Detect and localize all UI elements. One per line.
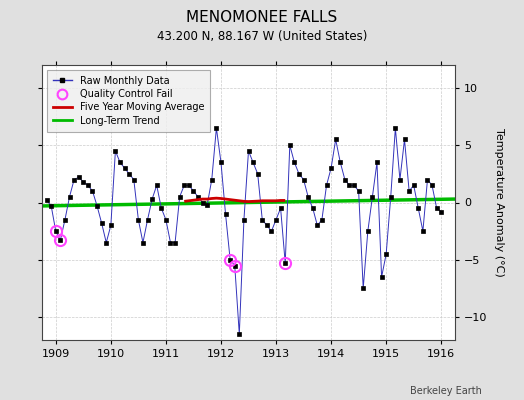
Y-axis label: Temperature Anomaly (°C): Temperature Anomaly (°C) bbox=[494, 128, 504, 277]
Text: Berkeley Earth: Berkeley Earth bbox=[410, 386, 482, 396]
Text: 43.200 N, 88.167 W (United States): 43.200 N, 88.167 W (United States) bbox=[157, 30, 367, 43]
Text: MENOMONEE FALLS: MENOMONEE FALLS bbox=[187, 10, 337, 25]
Legend: Raw Monthly Data, Quality Control Fail, Five Year Moving Average, Long-Term Tren: Raw Monthly Data, Quality Control Fail, … bbox=[47, 70, 210, 132]
